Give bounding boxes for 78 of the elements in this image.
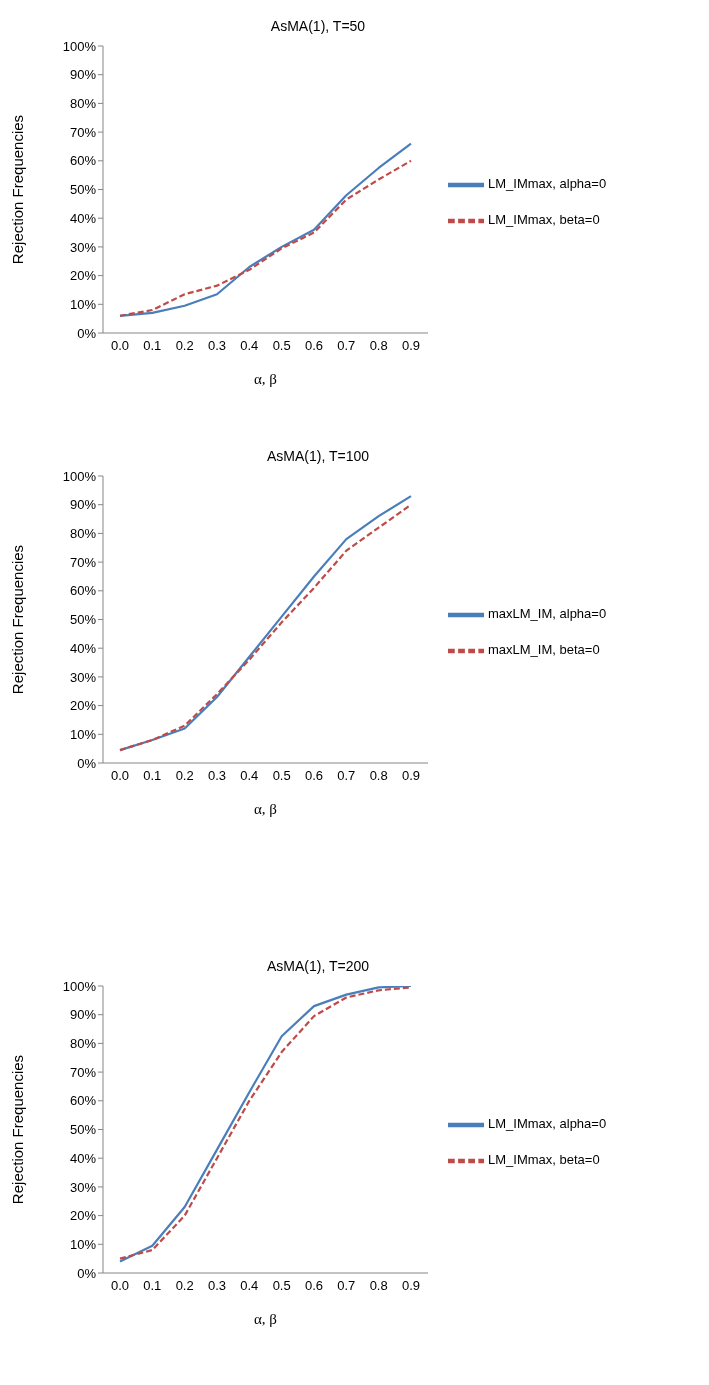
x-tick-label: 0.5 (272, 1278, 291, 1294)
y-tick-label: 30% (69, 669, 97, 685)
legend-label: maxLM_IM, alpha=0 (488, 606, 607, 622)
y-tick-label: 0% (77, 1265, 97, 1281)
y-tick-label: 20% (69, 1208, 97, 1224)
y-tick-label: 30% (69, 1179, 97, 1195)
y-axis-title: Rejection Frequencies (9, 114, 27, 265)
y-tick-label: 70% (69, 554, 97, 570)
y-tick-label: 50% (69, 182, 97, 198)
y-tick-label: 10% (69, 296, 97, 312)
y-axis-title: Rejection Frequencies (9, 1054, 27, 1205)
y-tick-label: 20% (69, 698, 97, 714)
y-tick-label: 50% (69, 612, 97, 628)
x-tick-label: 0.9 (401, 768, 421, 784)
y-tick-label: 90% (69, 497, 97, 513)
y-tick-label: 10% (69, 1236, 97, 1252)
y-tick-label: 10% (69, 726, 97, 742)
x-tick-label: 0.1 (143, 338, 162, 354)
y-tick-label: 40% (69, 640, 97, 656)
y-tick-label: 60% (69, 1093, 97, 1109)
legend-label: maxLM_IM, beta=0 (488, 642, 600, 658)
x-tick-label: 0.5 (272, 338, 291, 354)
x-tick-label: 0.6 (304, 768, 324, 784)
x-tick-label: 0.3 (207, 338, 227, 354)
x-tick-label: 0.0 (110, 768, 130, 784)
legend-label: LM_IMmax, beta=0 (488, 1152, 600, 1168)
x-tick-label: 0.5 (272, 768, 291, 784)
x-tick-label: 0.4 (240, 768, 259, 784)
x-tick-label: 0.9 (401, 338, 421, 354)
x-axis-title: α, β (254, 371, 277, 387)
x-tick-label: 0.2 (175, 338, 194, 354)
x-tick-label: 0.1 (143, 768, 162, 784)
y-tick-label: 40% (69, 1150, 97, 1166)
x-tick-label: 0.9 (401, 1278, 421, 1294)
chart-title: AsMA(1), T=100 (265, 448, 371, 464)
y-tick-label: 80% (69, 526, 97, 542)
x-tick-label: 0.8 (369, 768, 388, 784)
y-tick-label: 60% (69, 153, 97, 169)
x-tick-label: 0.0 (110, 338, 130, 354)
y-tick-label: 50% (69, 1122, 97, 1138)
x-tick-label: 0.6 (304, 1278, 324, 1294)
legend-label: LM_IMmax, beta=0 (488, 212, 600, 228)
x-tick-label: 0.1 (143, 1278, 162, 1294)
x-tick-label: 0.2 (175, 1278, 194, 1294)
x-tick-label: 0.2 (175, 768, 194, 784)
y-tick-label: 80% (69, 96, 97, 112)
y-axis-title: Rejection Frequencies (9, 544, 27, 695)
x-tick-label: 0.8 (369, 1278, 388, 1294)
x-tick-label: 0.4 (240, 1278, 259, 1294)
chart-title: AsMA(1), T=200 (265, 958, 371, 974)
y-tick-label: 30% (69, 239, 97, 255)
y-tick-label: 0% (77, 325, 97, 341)
x-tick-label: 0.3 (207, 1278, 227, 1294)
legend-label: LM_IMmax, alpha=0 (488, 1116, 607, 1132)
chart-title: AsMA(1), T=50 (269, 18, 367, 34)
x-axis-title: α, β (254, 1311, 277, 1327)
y-tick-label: 70% (69, 1064, 97, 1080)
x-tick-label: 0.6 (304, 338, 324, 354)
y-tick-label: 80% (69, 1036, 97, 1052)
x-tick-label: 0.0 (110, 1278, 130, 1294)
x-tick-label: 0.7 (337, 768, 356, 784)
y-tick-label: 90% (69, 67, 97, 83)
x-tick-label: 0.7 (337, 1278, 356, 1294)
y-tick-label: 90% (69, 1007, 97, 1023)
y-tick-label: 0% (77, 755, 97, 771)
x-tick-label: 0.4 (240, 338, 259, 354)
x-tick-label: 0.7 (337, 338, 356, 354)
y-tick-label: 100% (62, 38, 97, 54)
legend-label: LM_IMmax, alpha=0 (488, 176, 607, 192)
y-tick-label: 100% (62, 468, 97, 484)
y-tick-label: 40% (69, 210, 97, 226)
y-tick-label: 100% (62, 978, 97, 994)
y-tick-label: 70% (69, 124, 97, 140)
x-axis-title: α, β (254, 801, 277, 817)
y-tick-label: 20% (69, 268, 97, 284)
x-tick-label: 0.8 (369, 338, 388, 354)
y-tick-label: 60% (69, 583, 97, 599)
x-tick-label: 0.3 (207, 768, 227, 784)
